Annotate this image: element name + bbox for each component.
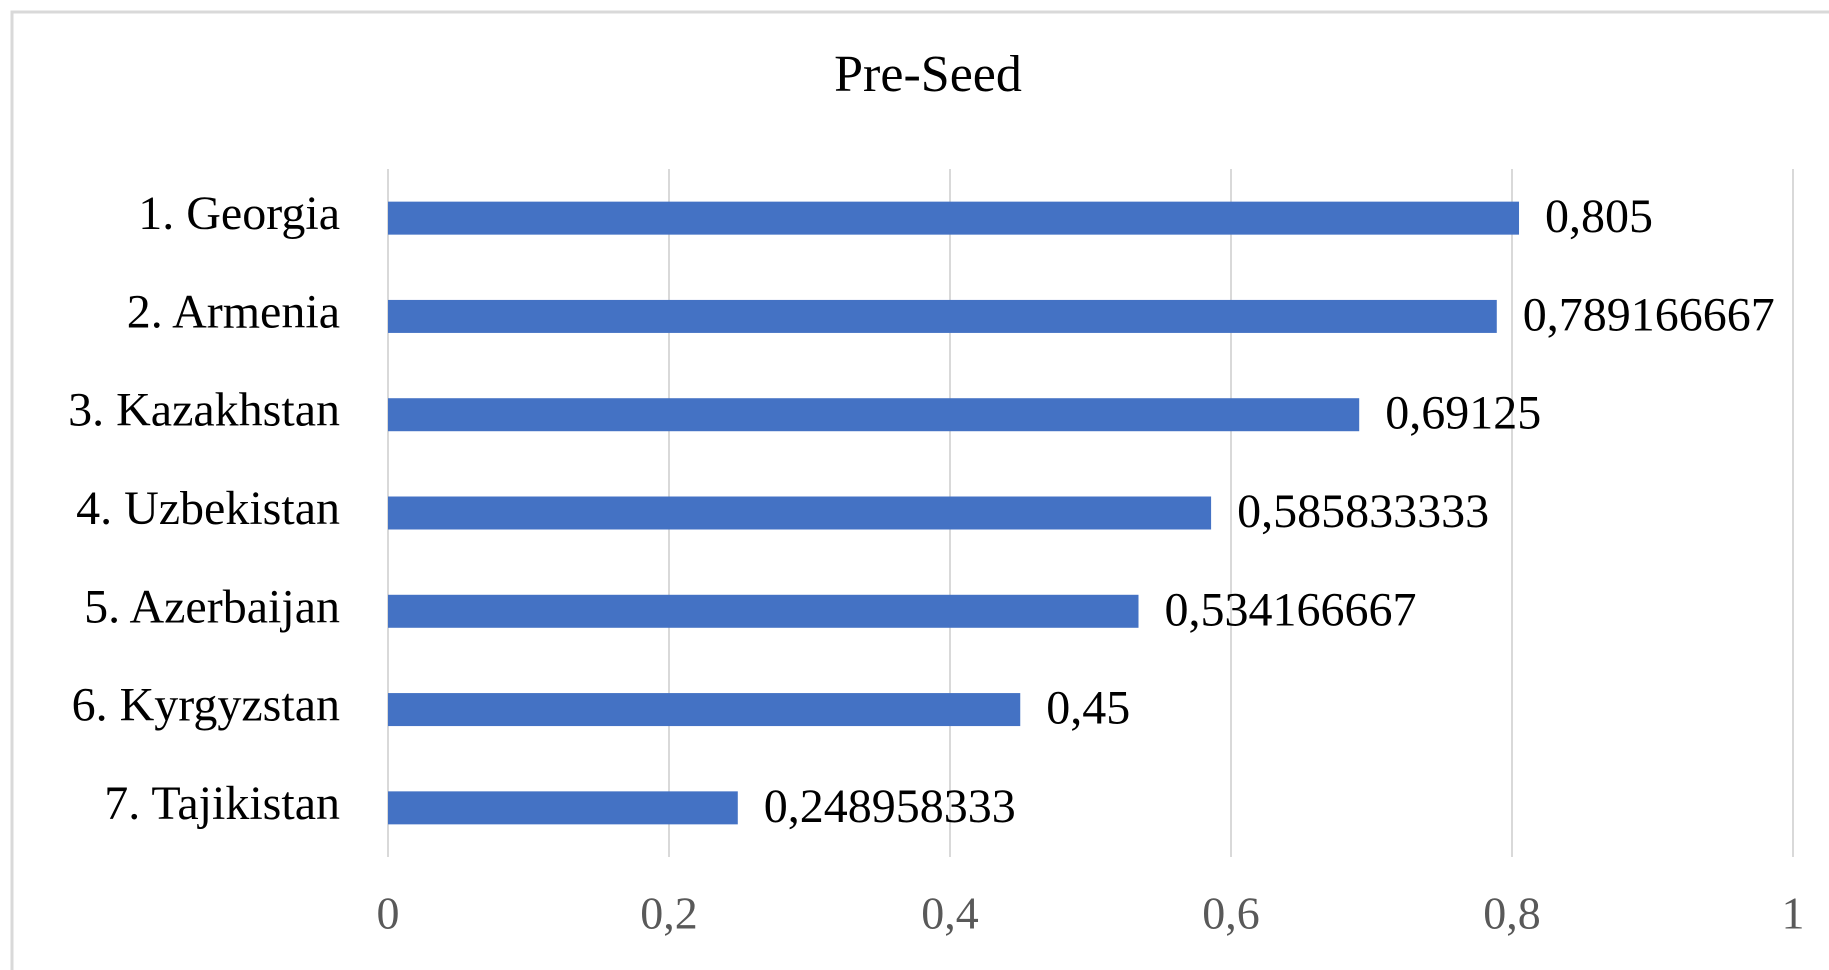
- y-tick-label: 5. Azerbaijan: [84, 580, 340, 633]
- y-tick-label: 4. Uzbekistan: [76, 482, 340, 535]
- x-tick-label: 0,8: [1483, 888, 1541, 939]
- y-tick-label: 6. Kyrgyzstan: [72, 679, 340, 732]
- y-tick-label: 1. Georgia: [138, 187, 340, 240]
- chart-title: Pre-Seed: [834, 46, 1022, 103]
- bar: [388, 791, 738, 825]
- y-tick-label: 3. Kazakhstan: [68, 384, 340, 437]
- y-tick-label: 2. Armenia: [127, 285, 340, 338]
- bar: [388, 594, 1139, 628]
- bar: [388, 693, 1021, 727]
- value-label: 0,45: [1046, 682, 1130, 735]
- value-label: 0,805: [1545, 190, 1653, 243]
- bar: [388, 398, 1360, 432]
- value-label: 0,248958333: [764, 780, 1016, 833]
- y-tick-label: 7. Tajikistan: [104, 777, 340, 830]
- value-label: 0,585833333: [1237, 485, 1489, 538]
- x-tick-label: 0,4: [921, 888, 979, 939]
- bar: [388, 496, 1212, 530]
- value-label: 0,789166667: [1523, 288, 1775, 341]
- x-tick-label: 1: [1782, 888, 1805, 939]
- x-tick-label: 0,2: [640, 888, 698, 939]
- bar: [388, 299, 1497, 333]
- x-tick-label: 0,6: [1202, 888, 1260, 939]
- bar: [388, 201, 1520, 235]
- x-tick-label: 0: [377, 888, 400, 939]
- value-label: 0,534166667: [1165, 583, 1417, 636]
- chart-frame: [10, 10, 1829, 970]
- value-label: 0,69125: [1385, 387, 1541, 440]
